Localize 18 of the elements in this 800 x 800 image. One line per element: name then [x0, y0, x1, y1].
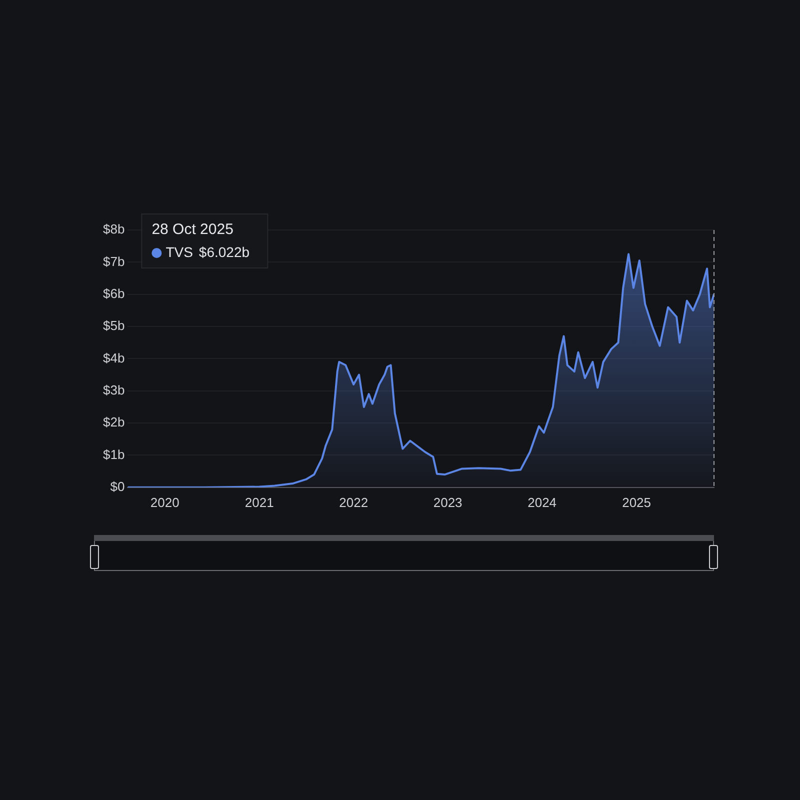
- y-tick-label: $8b: [102, 222, 125, 237]
- y-tick-label: $7b: [102, 254, 125, 269]
- x-tick-label: 2022: [339, 494, 368, 510]
- x-tick-label: 2020: [150, 494, 180, 510]
- x-tick-label: 2021: [244, 494, 274, 510]
- annotation: $6.022b: [198, 244, 250, 260]
- y-tick-label: $2b: [102, 414, 125, 430]
- y-tick-label: $0: [110, 478, 125, 494]
- y-tick-label: $1b: [102, 446, 125, 462]
- annotation: 28 Oct 2025: [152, 221, 234, 238]
- y-tick-label: $5b: [102, 318, 125, 334]
- x-tick-label: 2025: [622, 494, 652, 510]
- legend-label: TVS: [166, 244, 193, 260]
- y-tick-label: $6b: [102, 286, 125, 301]
- y-tick-label: $4b: [102, 350, 125, 366]
- y-tick-label: $3b: [102, 382, 125, 398]
- x-tick-label: 2023: [433, 494, 462, 510]
- x-tick-label: 2024: [528, 494, 557, 510]
